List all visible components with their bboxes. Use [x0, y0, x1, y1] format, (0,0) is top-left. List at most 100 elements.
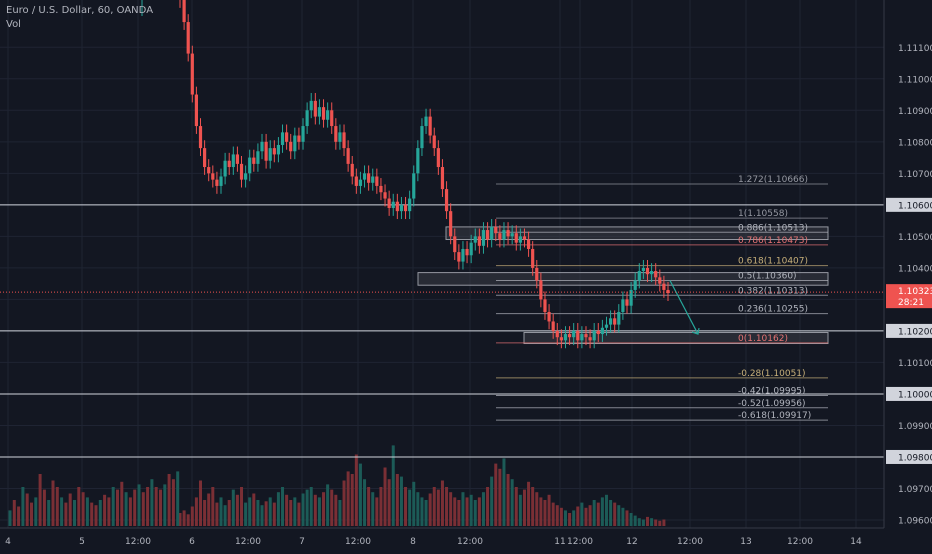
- candle-body: [485, 230, 490, 240]
- volume-bar: [379, 487, 383, 526]
- candle-body: [617, 312, 621, 325]
- x-tick-label: 12:00: [677, 537, 703, 547]
- candle-body: [276, 144, 281, 155]
- key-level-label: 1.10600: [898, 201, 932, 211]
- fib-label: 0.786(1.10473): [738, 236, 808, 246]
- volume-bar: [297, 502, 301, 526]
- candle-body: [481, 230, 486, 246]
- x-tick-label: 12:00: [457, 537, 483, 547]
- candle-body: [440, 167, 445, 190]
- countdown-label: 28:21: [898, 298, 924, 308]
- x-tick-label: 12:00: [787, 537, 813, 547]
- y-tick-label: 1.10800: [898, 138, 932, 148]
- candle-body: [371, 176, 375, 183]
- volume-bar: [654, 519, 658, 526]
- candle-body: [526, 239, 531, 249]
- volume-bar: [159, 489, 162, 526]
- candle-body: [457, 252, 461, 262]
- volume-bar: [133, 489, 137, 526]
- volume-bar: [42, 489, 46, 526]
- x-tick-label: 12: [626, 537, 637, 547]
- volume-bar: [346, 471, 350, 526]
- volume-bar: [588, 505, 592, 526]
- volume-bar: [116, 489, 119, 526]
- candle-body: [403, 204, 408, 212]
- candle-body: [321, 107, 326, 120]
- volume-bar: [527, 481, 531, 526]
- candle-body: [309, 100, 313, 111]
- candle-body: [387, 198, 391, 208]
- volume-bar: [481, 492, 485, 526]
- candle-body: [223, 160, 227, 177]
- volume-bar: [68, 493, 72, 526]
- volume-bar: [223, 505, 227, 526]
- candle-body: [408, 198, 412, 212]
- candle-body: [244, 173, 248, 180]
- candle-body: [268, 148, 272, 161]
- volume-bar: [490, 476, 494, 526]
- candle-body: [608, 318, 613, 325]
- volume-bar: [289, 500, 293, 526]
- volume-bar: [227, 500, 231, 526]
- candle-body: [182, 0, 186, 23]
- y-tick-label: 1.10100: [898, 359, 932, 369]
- candle-body: [317, 107, 322, 117]
- candle-body: [211, 173, 215, 180]
- y-tick-label: 1.11100: [898, 44, 932, 54]
- candle-body: [502, 230, 506, 240]
- volume-bar: [322, 492, 326, 526]
- volume-bar: [551, 502, 555, 526]
- volume-bar: [506, 474, 510, 526]
- x-tick-label: 5: [79, 537, 85, 547]
- candle-body: [572, 330, 576, 338]
- candle-body: [334, 126, 338, 142]
- volume-bar: [461, 492, 465, 526]
- candle-body: [190, 53, 194, 95]
- volume-bar: [399, 476, 403, 526]
- volume-bar: [317, 497, 321, 526]
- volume-bar: [584, 507, 588, 526]
- volume-bar: [163, 484, 167, 526]
- candle-body: [231, 154, 235, 168]
- volume-bar: [305, 489, 309, 526]
- candle-body: [346, 148, 350, 164]
- fib-label: 0.5(1.10360): [738, 271, 797, 281]
- volume-bar: [107, 497, 111, 526]
- volume-bar: [592, 500, 596, 526]
- volume-bar: [547, 494, 551, 526]
- volume-bar: [531, 487, 535, 526]
- fib-label: 0.236(1.10255): [738, 305, 808, 315]
- candle-body: [621, 299, 625, 312]
- key-level-label: 1.10200: [898, 327, 932, 337]
- volume-bar: [276, 492, 280, 526]
- volume-bar: [522, 489, 526, 526]
- candle-body: [580, 334, 584, 341]
- volume-bar: [662, 519, 666, 526]
- volume-bar: [330, 489, 334, 526]
- volume-bar: [94, 505, 98, 526]
- y-tick-label: 1.10900: [898, 107, 932, 117]
- volume-bar: [371, 492, 375, 526]
- candle-body: [399, 204, 404, 212]
- volume-bar: [154, 487, 158, 526]
- volume-bar: [637, 518, 641, 526]
- volume-bar: [219, 497, 223, 526]
- volume-bar: [600, 497, 604, 526]
- volume-bar: [17, 506, 21, 526]
- volume-bar: [412, 481, 416, 526]
- candle-body: [293, 135, 297, 152]
- volume-bar: [641, 519, 645, 526]
- key-level-tag: [886, 449, 932, 464]
- volume-bar: [256, 500, 260, 526]
- current-price-label: 1.10323: [898, 287, 932, 297]
- volume-bar: [338, 500, 342, 526]
- volume-bar: [90, 502, 94, 526]
- candle-body: [367, 173, 371, 183]
- volume-bar: [650, 518, 654, 526]
- volume-bar: [285, 494, 289, 526]
- volume-bar: [203, 500, 207, 526]
- candle-body: [461, 248, 465, 262]
- volume-bar: [150, 479, 154, 526]
